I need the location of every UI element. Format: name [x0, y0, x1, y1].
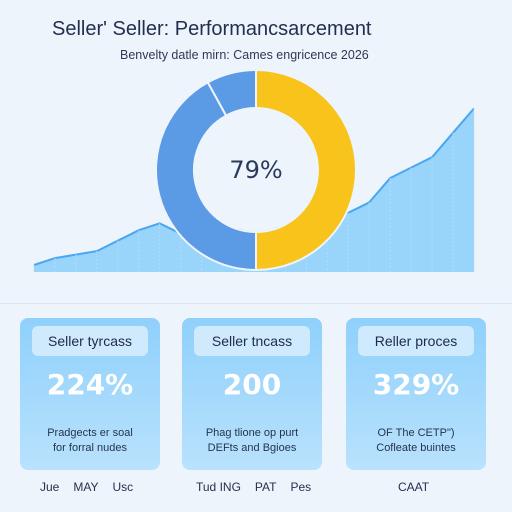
donut-center-label: 79% [229, 156, 282, 184]
card-2-desc-line1: Phag tlione op purt [205, 427, 299, 439]
footer-1-item-3: Usc [112, 480, 134, 494]
card-3-description: OF The CETP") Cofleate buintes [354, 426, 478, 456]
card-3-desc-line2: Cofleate buintes [376, 442, 456, 454]
performance-chart: 79% [33, 68, 475, 273]
card-1-desc-line2: for forral nudes [53, 442, 127, 454]
card-1-value: 224% [46, 368, 134, 401]
card-3-label: Reller proces [358, 326, 474, 356]
footer-2-item-3: Pes [290, 480, 312, 494]
card-1-desc-line1: Pradgects er soal [47, 427, 133, 439]
card-2-description: Phag tlione op purt DEFts and Bgioes [190, 426, 314, 456]
card-3-value: 329% [372, 368, 460, 401]
card-1-description: Pradgects er soal for forral nudes [28, 426, 152, 456]
footer-labels-1: Jue MAY Usc [40, 480, 147, 494]
card-2-value: 200 [222, 368, 282, 401]
page-title: Seller' Seller: Performancsarcement [52, 18, 372, 40]
donut-slice-2 [206, 68, 257, 118]
metric-card-2: Seller tncass 200 Phag tlione op purt DE… [182, 318, 322, 470]
card-1-label: Seller tyrcass [32, 326, 148, 356]
donut-hole [195, 109, 317, 231]
section-divider [0, 303, 512, 304]
footer-2-item-1: Tud ING [196, 480, 241, 494]
area-fill [34, 108, 474, 273]
donut-slice-0 [255, 68, 357, 272]
footer-labels-3: CAAT [398, 480, 443, 494]
footer-1-item-1: Jue [40, 480, 60, 494]
donut-slice-1 [155, 81, 257, 272]
footer-labels-2: Tud ING PAT Pes [196, 480, 325, 494]
footer-1-item-2: MAY [73, 480, 99, 494]
footer-2-item-2: PAT [254, 480, 277, 494]
card-3-desc-line1: OF The CETP") [377, 427, 455, 439]
metric-card-3: Reller proces 329% OF The CETP") Cofleat… [346, 318, 486, 470]
card-2-label: Seller tncass [194, 326, 310, 356]
page-subtitle: Benvelty datle mirn: Cames engricence 20… [120, 48, 369, 62]
metric-card-1: Seller tyrcass 224% Pradgects er soal fo… [20, 318, 160, 470]
donut-chart: 79% [155, 68, 357, 272]
footer-3-item-1: CAAT [398, 480, 430, 494]
card-2-desc-line2: DEFts and Bgioes [207, 442, 297, 454]
